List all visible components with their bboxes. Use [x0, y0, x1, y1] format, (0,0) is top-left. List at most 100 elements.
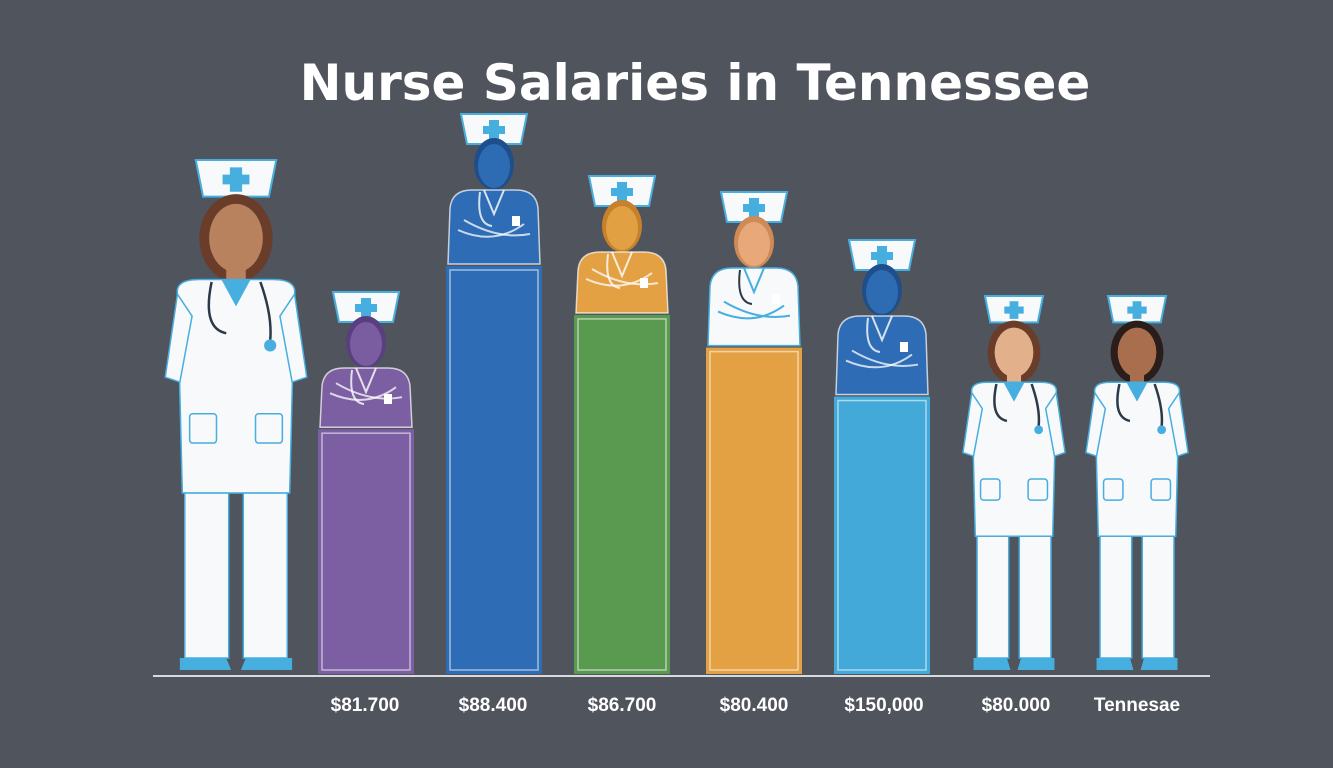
collar [221, 279, 251, 307]
right-arm [279, 292, 308, 384]
collar [611, 251, 633, 279]
pocket [1150, 478, 1172, 501]
shoe-icon [1017, 658, 1055, 670]
nurse-blue-icon [447, 113, 541, 265]
id-badge-icon [772, 294, 780, 304]
stethoscope-icon [993, 383, 1041, 427]
uniform-top [176, 278, 296, 494]
cap-cross-icon [611, 182, 633, 202]
cap-cross-icon [1127, 301, 1147, 319]
nurse-lightblue-icon [835, 239, 929, 396]
collar [1126, 382, 1148, 402]
collar [355, 367, 377, 395]
face [738, 222, 770, 266]
nurse-purple-icon [319, 291, 413, 428]
tick-labels: $81.700 $88.400 $86.700 $80.400 $150,000 $80.… [331, 695, 1180, 716]
stethoscope-icon [350, 369, 365, 405]
face [994, 327, 1034, 377]
tick-label-7: Tennesae [1094, 695, 1180, 716]
nurse-orange-icon [575, 175, 669, 314]
face [606, 206, 638, 250]
cap-cross-icon [483, 120, 505, 140]
bar-4 [706, 347, 802, 674]
bars [318, 266, 930, 674]
neck [1129, 373, 1145, 384]
left-leg [976, 535, 1010, 659]
chart-title: Nurse Salaries in Tennessee [300, 54, 1091, 112]
cap-cross-icon [222, 167, 250, 192]
bar-3 [574, 314, 670, 674]
nurse-standing-icon [962, 295, 1066, 670]
stethoscope-icon [1116, 383, 1164, 427]
crossed-arms [851, 349, 919, 367]
bar-2 [446, 266, 542, 674]
pocket [1027, 478, 1049, 501]
neck [1006, 373, 1022, 384]
shoe-icon [1096, 658, 1134, 670]
id-badge-icon [640, 278, 648, 288]
stethoscope-bell [1034, 425, 1044, 435]
stethoscope-bell [1157, 425, 1167, 435]
left-leg [184, 492, 230, 659]
crossed-arms [463, 219, 531, 237]
pocket [1102, 478, 1124, 501]
cap-cross-icon [871, 246, 893, 266]
stethoscope-icon [738, 269, 753, 305]
face [209, 203, 263, 273]
stethoscope-bell [264, 339, 277, 352]
bar-3-inner-border [577, 318, 667, 671]
collar [483, 189, 505, 217]
crossed-arms [723, 300, 791, 318]
bar-2-inner-border [449, 269, 539, 671]
nurse-figures [164, 113, 1189, 670]
face [866, 270, 898, 314]
bar-1-inner-border [321, 432, 411, 671]
tick-label-3: $86.700 [588, 695, 657, 716]
nurse-standing-icon [164, 159, 308, 670]
crossed-arms [845, 353, 913, 369]
stethoscope-icon [478, 191, 493, 227]
left-leg [1099, 535, 1133, 659]
tick-label-6: $80.000 [982, 695, 1051, 716]
right-leg [1141, 535, 1175, 659]
id-badge-icon [384, 394, 392, 404]
id-badge-icon [900, 342, 908, 352]
bar-4-inner-border [709, 350, 799, 671]
tick-label-5: $150,000 [844, 695, 923, 716]
nurse-white-coat-icon [707, 191, 801, 347]
bust-torso [447, 189, 541, 265]
shoe-icon [179, 658, 232, 670]
tick-label-2: $88.400 [459, 695, 528, 716]
pocket [188, 413, 218, 444]
cap-cross-icon [1004, 301, 1024, 319]
stethoscope-icon [866, 317, 881, 353]
bar-5 [834, 396, 930, 674]
crossed-arms [717, 304, 785, 320]
stethoscope-icon [207, 281, 272, 341]
tick-label-4: $80.400 [720, 695, 789, 716]
id-badge-icon [512, 216, 520, 226]
face [350, 322, 382, 366]
crossed-arms [591, 268, 659, 286]
neck [226, 267, 246, 282]
pocket [254, 413, 284, 444]
bust-torso [707, 267, 801, 347]
bust-torso [319, 367, 413, 428]
right-leg [242, 492, 288, 659]
right-arm [1167, 390, 1189, 458]
face [1117, 327, 1157, 377]
pocket [979, 478, 1001, 501]
crossed-arms [329, 386, 397, 401]
cap-cross-icon [743, 198, 765, 218]
collar [1003, 382, 1025, 402]
shoe-icon [973, 658, 1011, 670]
bar-1 [318, 429, 414, 674]
uniform-top [970, 381, 1058, 537]
crossed-arms [585, 272, 653, 287]
collar [743, 267, 765, 295]
left-arm [962, 390, 984, 458]
stethoscope-icon [606, 253, 621, 289]
cap-cross-icon [355, 298, 377, 318]
shoe-icon [240, 658, 293, 670]
